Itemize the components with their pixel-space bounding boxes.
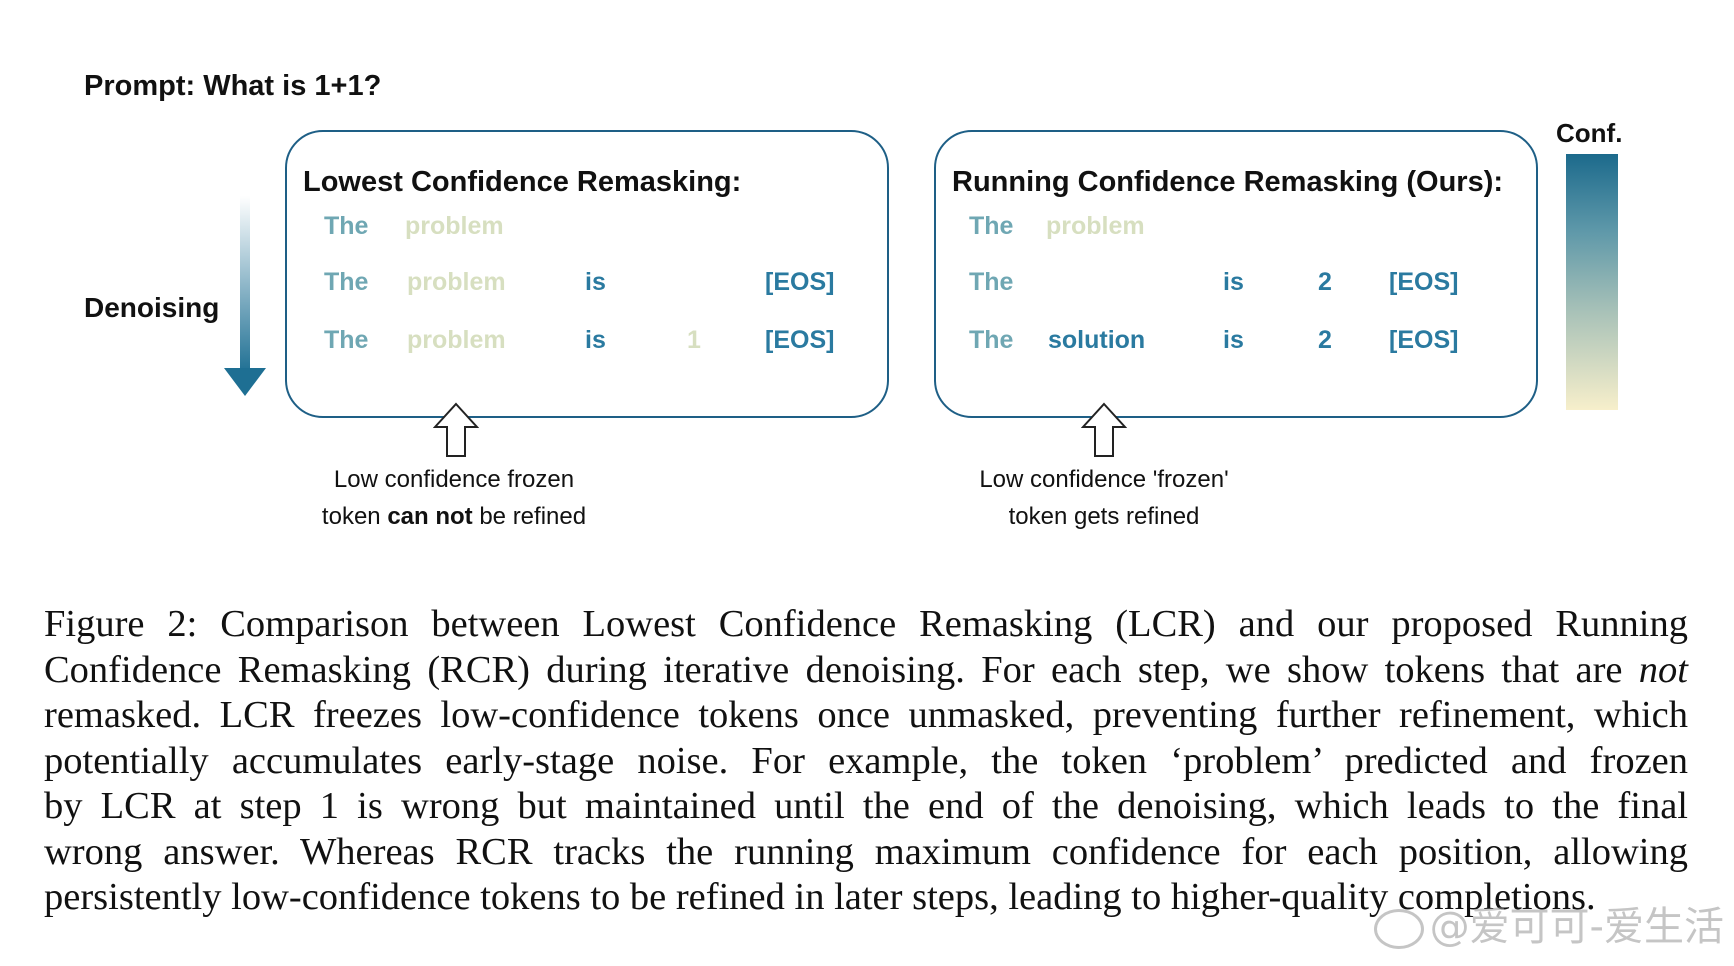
rcr-token: The (969, 326, 1014, 354)
caption-line-with-italic: Confidence Remasking (RCR) during iterat… (44, 648, 1688, 691)
denoising-label: Denoising (84, 292, 220, 323)
caption-line: remasked. LCR freezes low-confidence tok… (44, 694, 1688, 736)
rcr-token: problem (1046, 212, 1145, 240)
rcr-token: [EOS] (1389, 268, 1459, 296)
lcr-note-line2-post: be refined (472, 503, 587, 530)
caption-italic-word: not (1638, 648, 1688, 691)
lcr-token: The (324, 212, 369, 240)
lcr-token: is (585, 326, 606, 354)
denoising-arrow-icon (224, 196, 266, 396)
caption-line: potentially accumulates early-stage nois… (44, 739, 1688, 782)
lcr-note-line2-pre: token (321, 503, 388, 530)
rcr-token: is (1223, 268, 1244, 296)
lcr-token: The (324, 326, 369, 354)
lcr-up-arrow-icon (433, 402, 479, 457)
lcr-panel-title: Lowest Confidence Remasking: (303, 166, 742, 198)
rcr-up-arrow-icon (1081, 402, 1127, 457)
weibo-logo-icon (1373, 909, 1424, 949)
caption-line: persistently low-confidence tokens to be… (44, 876, 1596, 918)
lcr-token: problem (407, 268, 506, 296)
lcr-note-line2-bold: can not (387, 503, 473, 530)
rcr-note-line2: token gets refined (1008, 503, 1200, 530)
lcr-token: 1 (687, 326, 701, 354)
watermark: @爱可可-爱生活 (1373, 894, 1724, 952)
rcr-token: solution (1048, 326, 1146, 354)
lcr-token: problem (407, 326, 506, 354)
confidence-colorbar (1566, 154, 1618, 410)
rcr-token: 2 (1318, 326, 1332, 354)
lcr-token: is (585, 268, 606, 296)
rcr-note: Low confidence 'frozen' token gets refin… (954, 461, 1254, 535)
lcr-note: Low confidence frozen token can not be r… (304, 461, 604, 535)
lcr-note-line1: Low confidence frozen (333, 466, 575, 493)
rcr-token: The (969, 268, 1014, 296)
rcr-token: is (1223, 326, 1244, 354)
lcr-panel: Lowest Confidence Remasking: The problem T… (285, 130, 889, 418)
lcr-token: [EOS] (765, 268, 835, 296)
caption-line: by LCR at step 1 is wrong but maintained… (44, 785, 1688, 827)
lcr-token: problem (405, 212, 504, 240)
watermark-text: @爱可可-爱生活 (1429, 904, 1724, 950)
prompt-label: Prompt: What is 1+1? (84, 70, 382, 102)
caption-line: Figure 2: Comparison between Lowest Conf… (44, 603, 1688, 645)
rcr-token: 2 (1318, 268, 1332, 296)
figure-caption: Figure 2: Comparison between Lowest Conf… (44, 602, 1688, 921)
lcr-token: [EOS] (765, 326, 835, 354)
rcr-token: [EOS] (1389, 326, 1459, 354)
rcr-note-line1: Low confidence 'frozen' (979, 466, 1229, 493)
conf-label: Conf. (1556, 118, 1623, 148)
rcr-panel-title: Running Confidence Remasking (Ours): (952, 166, 1504, 198)
rcr-panel: Running Confidence Remasking (Ours): The… (934, 130, 1538, 418)
rcr-token: The (969, 212, 1014, 240)
caption-line: wrong answer. Whereas RCR tracks the run… (44, 830, 1688, 873)
lcr-token: The (324, 268, 369, 296)
